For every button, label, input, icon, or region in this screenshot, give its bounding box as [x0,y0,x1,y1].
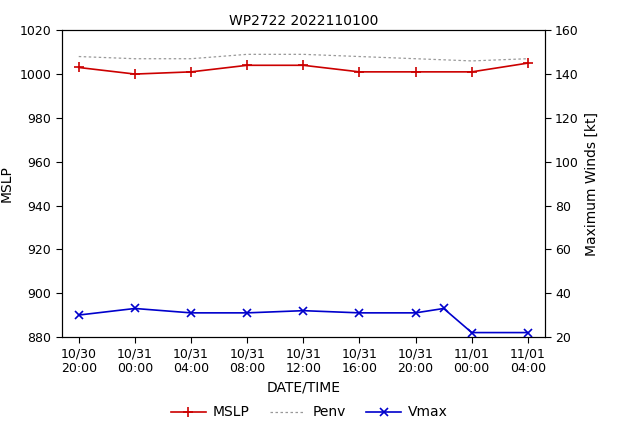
Penv [75,54,82,59]
Penv [356,54,363,59]
Vmax [300,308,307,313]
MSLP [300,63,307,68]
Vmax [440,306,448,311]
MSLP [356,69,363,74]
MSLP [468,69,475,74]
MSLP [412,69,419,74]
Line: MSLP: MSLP [74,58,533,79]
Penv [468,58,475,64]
Legend: MSLP, Penv, Vmax: MSLP, Penv, Vmax [165,400,454,425]
Penv [131,56,139,61]
Y-axis label: Maximum Winds [kt]: Maximum Winds [kt] [584,111,599,256]
MSLP [75,65,82,70]
Penv [300,52,307,57]
Line: Vmax: Vmax [74,304,532,337]
Line: Penv: Penv [79,54,528,61]
Vmax [243,310,251,315]
MSLP [188,69,195,74]
Vmax [356,310,363,315]
Vmax [75,312,82,318]
MSLP [243,63,251,68]
Vmax [412,310,419,315]
Vmax [131,306,139,311]
Penv [188,56,195,61]
Penv [524,56,532,61]
MSLP [524,60,532,66]
Penv [412,56,419,61]
Penv [243,52,251,57]
Vmax [468,330,475,335]
X-axis label: DATE/TIME: DATE/TIME [266,381,340,395]
Vmax [524,330,532,335]
Vmax [188,310,195,315]
Y-axis label: MSLP: MSLP [0,165,14,202]
MSLP [131,71,139,76]
Title: WP2722 2022110100: WP2722 2022110100 [228,14,378,28]
